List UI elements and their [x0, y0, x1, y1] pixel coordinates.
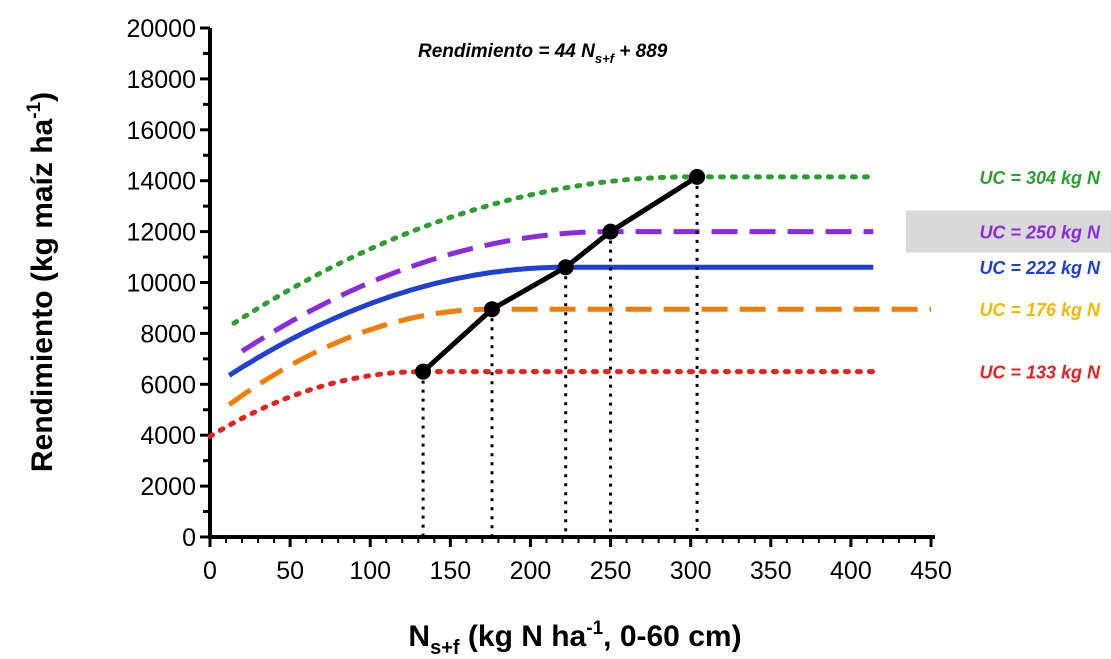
curve-uc-250-kg-n — [240, 229, 874, 354]
x-tick-label: 0 — [203, 557, 217, 585]
optimum-point — [602, 223, 619, 240]
x-tick-label: 200 — [510, 557, 552, 585]
y-tick-label: 12000 — [126, 219, 196, 247]
series-label-uc-304-kg-n: UC = 304 kg N — [979, 168, 1101, 188]
series-label-uc-250-kg-n: UC = 250 kg N — [979, 223, 1101, 243]
x-tick-label: 100 — [349, 557, 391, 585]
x-tick-label: 450 — [910, 557, 952, 585]
legend-highlight-layer — [906, 210, 1111, 253]
optimum-point — [557, 259, 574, 276]
y-tick-label: 2000 — [140, 473, 196, 501]
axes — [208, 28, 935, 539]
y-tick-label: 6000 — [140, 371, 196, 399]
optimum-line-layer — [415, 168, 706, 380]
y-tick-label: 8000 — [140, 320, 196, 348]
series-layer — [207, 174, 931, 439]
optimum-point — [483, 301, 500, 318]
y-tick-label: 0 — [182, 524, 196, 552]
x-tick-label: 350 — [750, 557, 792, 585]
y-tick-label: 14000 — [126, 168, 196, 196]
equation-text: Rendimiento = 44 Ns+f + 889 — [418, 41, 668, 66]
series-label-layer: UC = 304 kg N UC = 250 kg N UC = 222 kg N U… — [979, 168, 1101, 383]
series-label-uc-176-kg-n: UC = 176 kg N — [979, 300, 1101, 320]
y-axis-title: Rendimiento (kg maíz ha-1) — [24, 92, 59, 472]
curve-uc-304-kg-n — [231, 174, 878, 326]
y-tick-label: 4000 — [140, 422, 196, 450]
y-tick-label: 18000 — [126, 66, 196, 94]
curve-uc-133-kg-n — [207, 369, 876, 439]
y-tick-label: 20000 — [126, 15, 196, 43]
y-tick-label: 10000 — [126, 270, 196, 298]
optimum-point — [415, 363, 432, 380]
series-label-uc-133-kg-n: UC = 133 kg N — [979, 363, 1101, 383]
x-tick-label: 50 — [276, 557, 304, 585]
optimum-regression-line — [421, 174, 699, 374]
curve-uc-222-kg-n — [227, 264, 874, 378]
x-axis-title: Ns+f (kg N ha-1, 0-60 cm) — [408, 618, 741, 659]
x-tick-label: 250 — [590, 557, 632, 585]
label-highlight-box — [906, 210, 1111, 253]
x-tick-label: 150 — [429, 557, 471, 585]
curve-uc-176-kg-n — [227, 306, 931, 407]
x-tick-label: 400 — [830, 557, 872, 585]
series-label-uc-222-kg-n: UC = 222 kg N — [979, 258, 1101, 278]
y-tick-label: 16000 — [126, 117, 196, 145]
optimum-point — [689, 168, 706, 185]
x-tick-label: 300 — [670, 557, 712, 585]
dropline-layer — [421, 176, 699, 537]
tick-layer: 0200040006000800010000120001400016000180… — [126, 15, 951, 585]
